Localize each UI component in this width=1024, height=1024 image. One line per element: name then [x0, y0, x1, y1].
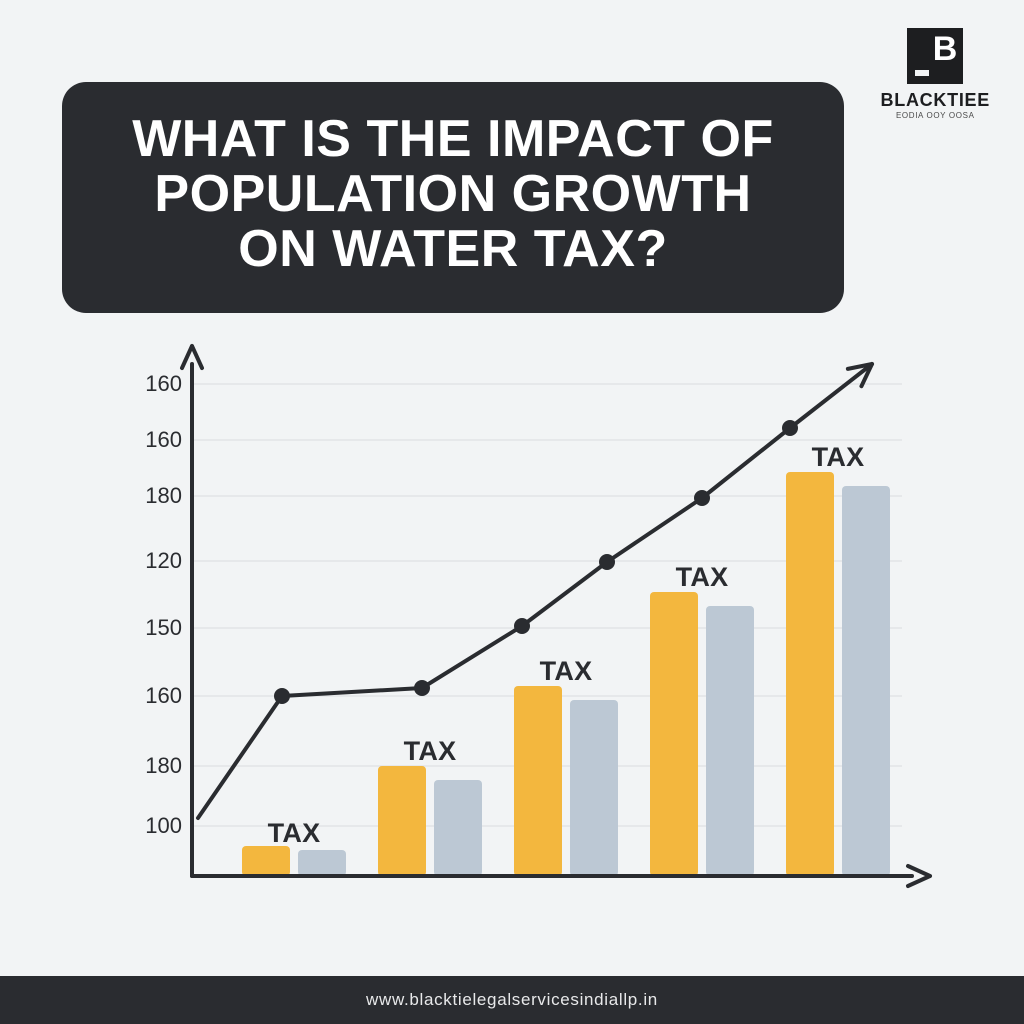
trend-marker — [782, 420, 798, 436]
bar-pair-label: TAX — [404, 736, 457, 767]
title-line-1: WHAT IS THE IMPACT OF — [98, 112, 808, 167]
bar-pair-label: TAX — [676, 562, 729, 593]
trend-marker — [414, 680, 430, 696]
trend-marker — [274, 688, 290, 704]
chart-svg — [82, 336, 942, 936]
footer-url: www.blacktielegalservicesindiallp.in — [366, 990, 658, 1010]
brand-logo: B BLACKTIEE EODIA OOY OOSA — [881, 28, 990, 120]
bar-pair-label: TAX — [540, 656, 593, 687]
trend-marker — [599, 554, 615, 570]
y-tick-label: 160 — [132, 371, 182, 397]
y-tick-label: 160 — [132, 683, 182, 709]
bar-secondary — [842, 486, 890, 876]
y-tick-label: 120 — [132, 548, 182, 574]
y-tick-label: 180 — [132, 753, 182, 779]
bar-pair-label: TAX — [268, 818, 321, 849]
brand-logo-sub: EODIA OOY OOSA — [881, 111, 990, 120]
y-tick-label: 100 — [132, 813, 182, 839]
footer-bar: www.blacktielegalservicesindiallp.in — [0, 976, 1024, 1024]
bar-secondary — [434, 780, 482, 876]
page-title: WHAT IS THE IMPACT OF POPULATION GROWTH … — [62, 82, 844, 313]
bar-pair-label: TAX — [812, 442, 865, 473]
bar-primary — [242, 846, 290, 876]
bar-secondary — [570, 700, 618, 876]
title-line-3: ON WATER TAX? — [98, 222, 808, 277]
bar-primary — [786, 472, 834, 876]
bar-secondary — [706, 606, 754, 876]
brand-logo-mark: B — [907, 28, 963, 84]
bar-primary — [378, 766, 426, 876]
y-tick-label: 150 — [132, 615, 182, 641]
brand-logo-name: BLACKTIEE — [881, 90, 990, 111]
bar-secondary — [298, 850, 346, 876]
tax-growth-chart: 160 160 180 120 150 160 180 100 TAX TAX TAX TAX TAX — [82, 336, 882, 916]
trend-marker — [514, 618, 530, 634]
title-line-2: POPULATION GROWTH — [98, 167, 808, 222]
bar-primary — [514, 686, 562, 876]
y-tick-label: 160 — [132, 427, 182, 453]
bar-primary — [650, 592, 698, 876]
trend-marker — [694, 490, 710, 506]
y-tick-label: 180 — [132, 483, 182, 509]
